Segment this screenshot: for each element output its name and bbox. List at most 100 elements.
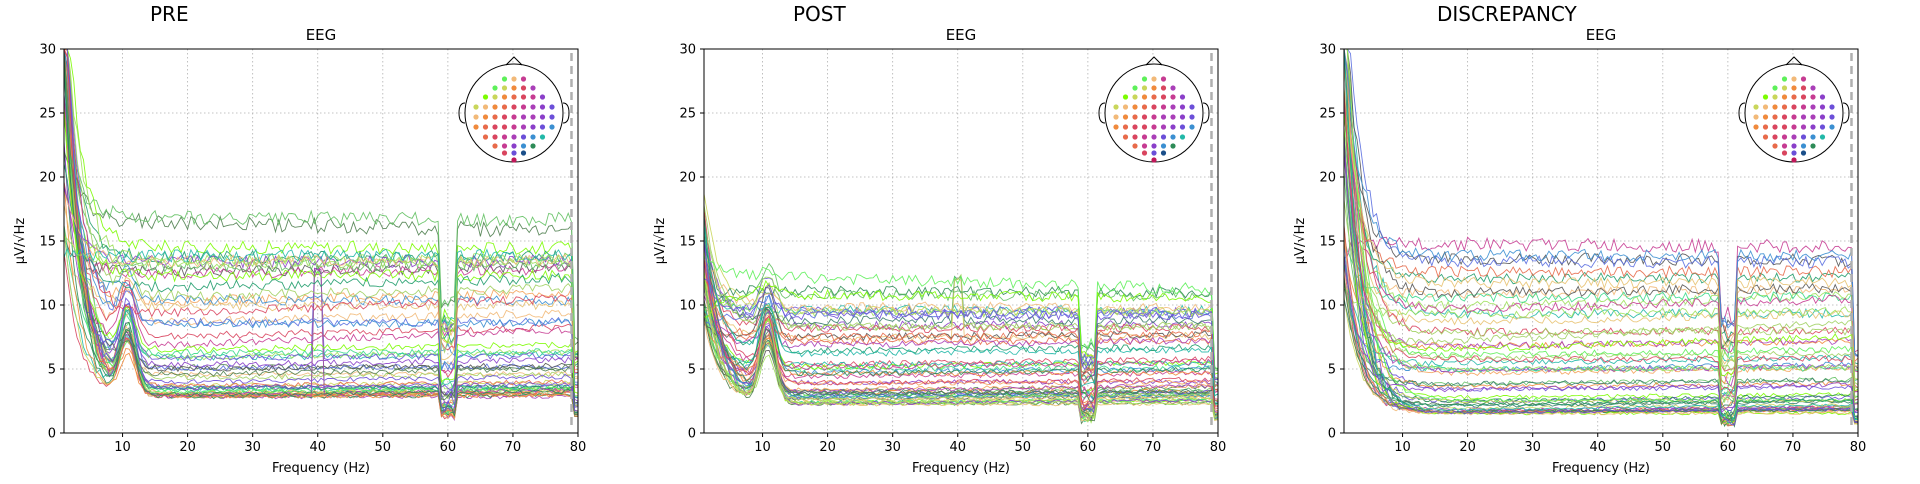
left-ear xyxy=(458,102,466,124)
sensor-dot xyxy=(1189,114,1195,120)
sensor-dot xyxy=(1810,85,1816,91)
sensor-dot xyxy=(1160,143,1167,149)
psd-trace xyxy=(63,48,579,405)
sensor-dot xyxy=(1772,134,1778,140)
psd-trace xyxy=(63,163,579,367)
sensor-dot xyxy=(520,143,527,149)
sensor-dot xyxy=(492,94,498,100)
sensor-dot xyxy=(1781,143,1788,149)
psd-trace xyxy=(1343,86,1859,372)
sensor-dot xyxy=(1141,150,1148,156)
psd-trace xyxy=(1343,134,1859,426)
sensor-dot xyxy=(1819,94,1826,100)
x-tick-label: 30 xyxy=(884,440,901,455)
sensor-dot xyxy=(1179,94,1186,100)
sensor-dot xyxy=(1151,94,1157,100)
psd-trace xyxy=(1343,48,1859,405)
sensor-dot xyxy=(511,76,517,82)
sensor-dot xyxy=(1160,124,1167,130)
psd-trace xyxy=(703,208,1219,400)
psd-trace xyxy=(703,245,1219,412)
x-tick-label: 20 xyxy=(819,440,836,455)
sensor-dot xyxy=(1179,114,1186,120)
sensor-dot xyxy=(511,114,517,120)
sensor-dot xyxy=(1170,85,1176,91)
sensor-dot xyxy=(1772,104,1778,110)
x-tick-label: 70 xyxy=(1145,440,1162,455)
x-tick-label: 40 xyxy=(1589,440,1606,455)
sensor-dot xyxy=(1791,124,1797,130)
y-tick-label: 10 xyxy=(39,299,56,314)
sensor-dot xyxy=(1819,124,1826,130)
sensor-dot xyxy=(1791,150,1797,156)
sensor-dot xyxy=(1113,114,1119,120)
sensor-dot xyxy=(1772,94,1778,100)
psd-trace xyxy=(1343,154,1859,393)
psd-trace xyxy=(63,62,579,414)
x-tick-label: 80 xyxy=(1210,440,1227,455)
psd-trace xyxy=(63,107,579,394)
sensor-dot xyxy=(1141,85,1148,91)
sensor-dot xyxy=(1800,124,1807,130)
sensor-dot xyxy=(1772,114,1778,120)
sensor-dot xyxy=(539,94,546,100)
sensor-dot xyxy=(1151,143,1157,149)
sensor-dot xyxy=(511,134,517,140)
psd-trace xyxy=(63,235,579,358)
psd-trace xyxy=(703,277,1219,391)
psd-trace xyxy=(1343,148,1859,420)
sensor-dot xyxy=(1132,94,1138,100)
psd-trace xyxy=(1344,48,1859,420)
sensor-dot xyxy=(1141,76,1148,82)
psd-trace xyxy=(703,225,1219,397)
sensor-dot xyxy=(549,124,555,130)
sensor-dot xyxy=(1829,124,1835,130)
psd-trace xyxy=(1343,101,1859,421)
sensor-dot xyxy=(1762,124,1769,130)
x-tick-label: 60 xyxy=(1720,440,1737,455)
psd-chart-discrepancy: EEG 10 20 30 40 50 60 70 80 0 5 10 15 20 25 30 Frequency… xyxy=(1293,26,1866,476)
sensor-dot xyxy=(520,134,527,140)
psd-trace xyxy=(703,286,1219,391)
sensor-dot xyxy=(530,114,536,120)
sensor-dot xyxy=(1819,134,1826,140)
psd-trace xyxy=(63,118,579,341)
sensor-dot xyxy=(1810,104,1816,110)
sensor-dot xyxy=(1170,143,1176,149)
psd-trace xyxy=(63,48,579,387)
panel-heading: PRE xyxy=(150,2,189,26)
x-tick-label: 70 xyxy=(1785,440,1802,455)
psd-trace xyxy=(63,48,579,386)
sensor-dot xyxy=(520,150,527,156)
y-tick-label: 15 xyxy=(679,235,696,250)
psd-trace xyxy=(1343,256,1859,414)
psd-trace xyxy=(703,242,1219,403)
sensor-dot xyxy=(501,124,508,130)
psd-trace xyxy=(63,48,579,418)
y-axis-label: µV/√Hz xyxy=(13,218,28,265)
y-tick-label: 5 xyxy=(48,363,56,378)
sensor-dot xyxy=(539,104,546,110)
sensor-dot xyxy=(1772,85,1778,91)
x-tick-label: 20 xyxy=(179,440,196,455)
sensor-dot xyxy=(1122,94,1129,100)
psd-trace xyxy=(703,237,1219,419)
sensor-dot xyxy=(1170,134,1176,140)
sensor-dot xyxy=(1781,150,1788,156)
sensor-dot xyxy=(1141,124,1148,130)
psd-trace xyxy=(703,280,1219,405)
sensor-dot xyxy=(1132,104,1138,110)
trace-group xyxy=(63,48,579,422)
psd-trace xyxy=(1343,298,1859,411)
sensor-dot xyxy=(1800,104,1807,110)
left-ear xyxy=(1098,102,1106,124)
sensor-dot xyxy=(1151,76,1157,82)
sensor-dot xyxy=(1160,134,1167,140)
psd-trace xyxy=(703,280,1219,418)
sensor-dot xyxy=(1781,85,1788,91)
psd-trace xyxy=(1343,253,1859,420)
x-tick-label: 10 xyxy=(1394,440,1411,455)
sensor-dot xyxy=(1791,94,1797,100)
sensor-dot xyxy=(1791,85,1797,91)
psd-trace xyxy=(63,150,579,346)
